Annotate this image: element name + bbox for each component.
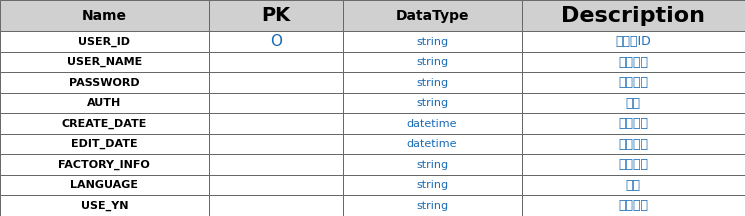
Bar [209, 154, 343, 175]
Text: 생성시간: 생성시간 [618, 117, 648, 130]
Text: DataType: DataType [396, 9, 469, 23]
Text: EDIT_DATE: EDIT_DATE [71, 139, 138, 149]
Text: string: string [416, 180, 448, 190]
Bar [343, 72, 522, 93]
Text: string: string [416, 98, 448, 108]
Text: 비밀번호: 비밀번호 [618, 76, 648, 89]
Bar [343, 93, 522, 113]
Bar [0, 154, 209, 175]
Text: PASSWORD: PASSWORD [69, 78, 139, 88]
Bar [522, 134, 745, 154]
Bar [343, 0, 522, 31]
Text: 사용자ID: 사용자ID [615, 35, 651, 48]
Bar [0, 175, 209, 195]
Text: LANGUAGE: LANGUAGE [70, 180, 139, 190]
Text: CREATE_DATE: CREATE_DATE [62, 119, 147, 129]
Bar [209, 134, 343, 154]
Bar [522, 154, 745, 175]
Bar [522, 175, 745, 195]
Text: Name: Name [82, 9, 127, 23]
Bar [343, 113, 522, 134]
Bar [522, 93, 745, 113]
Text: string: string [416, 57, 448, 67]
Text: 사용자명: 사용자명 [618, 56, 648, 69]
Bar [209, 93, 343, 113]
Bar [343, 52, 522, 72]
Text: string: string [416, 201, 448, 211]
Bar [343, 154, 522, 175]
Bar [209, 195, 343, 216]
Bar [522, 0, 745, 31]
Bar [522, 195, 745, 216]
Text: 그룹정보: 그룹정보 [618, 158, 648, 171]
Bar [0, 93, 209, 113]
Text: 사용유무: 사용유무 [618, 199, 648, 212]
Bar [0, 134, 209, 154]
Bar [209, 72, 343, 93]
Bar [522, 113, 745, 134]
Text: datetime: datetime [407, 139, 457, 149]
Bar [209, 175, 343, 195]
Bar [209, 52, 343, 72]
Text: FACTORY_INFO: FACTORY_INFO [58, 160, 150, 170]
Bar [522, 31, 745, 52]
Bar [0, 195, 209, 216]
Text: USER_ID: USER_ID [78, 37, 130, 47]
Bar [0, 31, 209, 52]
Text: string: string [416, 37, 448, 47]
Text: AUTH: AUTH [87, 98, 121, 108]
Bar [0, 113, 209, 134]
Text: string: string [416, 160, 448, 170]
Bar [343, 195, 522, 216]
Bar [209, 31, 343, 52]
Text: string: string [416, 78, 448, 88]
Text: 수정시간: 수정시간 [618, 138, 648, 151]
Text: datetime: datetime [407, 119, 457, 129]
Bar [343, 175, 522, 195]
Text: O: O [270, 34, 282, 49]
Bar [343, 31, 522, 52]
Bar [343, 134, 522, 154]
Text: Description: Description [561, 6, 706, 26]
Text: 언어: 언어 [626, 179, 641, 192]
Text: 권한: 권한 [626, 97, 641, 110]
Bar [0, 52, 209, 72]
Bar [0, 72, 209, 93]
Bar [522, 72, 745, 93]
Bar [209, 0, 343, 31]
Bar [522, 52, 745, 72]
Text: USER_NAME: USER_NAME [66, 57, 142, 67]
Bar [0, 0, 209, 31]
Text: PK: PK [261, 6, 291, 25]
Text: USE_YN: USE_YN [80, 201, 128, 211]
Bar [209, 113, 343, 134]
